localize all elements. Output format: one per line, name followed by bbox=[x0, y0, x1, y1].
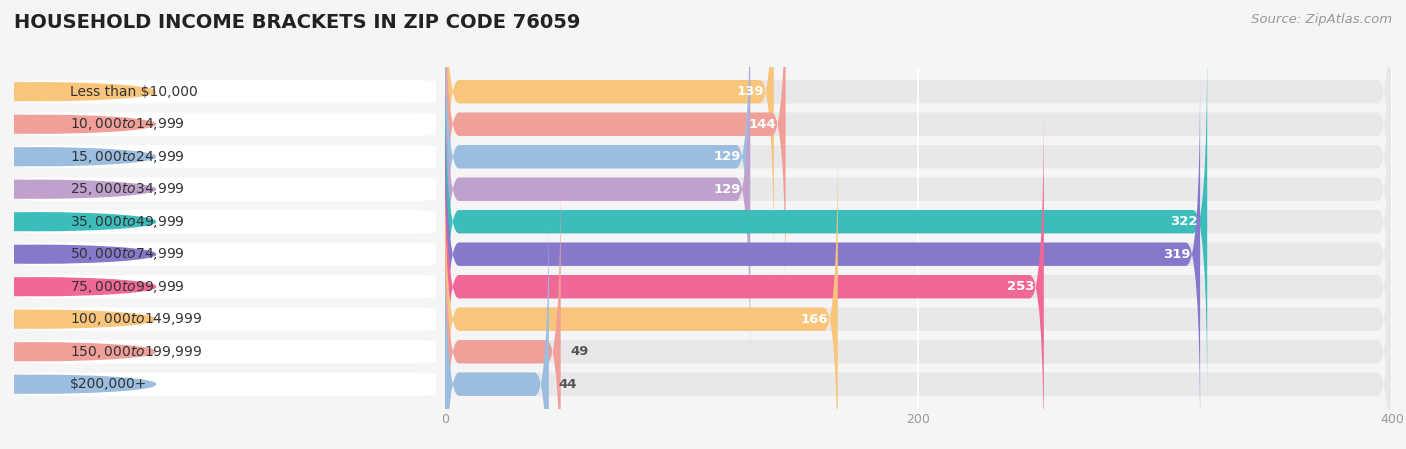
Text: 129: 129 bbox=[713, 183, 741, 196]
Text: Source: ZipAtlas.com: Source: ZipAtlas.com bbox=[1251, 13, 1392, 26]
Text: 49: 49 bbox=[571, 345, 589, 358]
FancyBboxPatch shape bbox=[22, 275, 436, 299]
FancyBboxPatch shape bbox=[444, 6, 751, 373]
Text: $50,000 to $74,999: $50,000 to $74,999 bbox=[70, 246, 184, 262]
Circle shape bbox=[0, 343, 156, 361]
Circle shape bbox=[0, 245, 156, 263]
FancyBboxPatch shape bbox=[22, 177, 436, 201]
FancyBboxPatch shape bbox=[444, 39, 1392, 405]
Text: $75,000 to $99,999: $75,000 to $99,999 bbox=[70, 279, 184, 295]
Circle shape bbox=[0, 83, 156, 101]
FancyBboxPatch shape bbox=[444, 136, 1392, 449]
FancyBboxPatch shape bbox=[444, 136, 838, 449]
Circle shape bbox=[0, 278, 156, 295]
Text: $25,000 to $34,999: $25,000 to $34,999 bbox=[70, 181, 184, 197]
FancyBboxPatch shape bbox=[444, 71, 1392, 437]
Text: $10,000 to $14,999: $10,000 to $14,999 bbox=[70, 116, 184, 132]
Text: 144: 144 bbox=[748, 118, 776, 131]
Text: 166: 166 bbox=[800, 313, 828, 326]
FancyBboxPatch shape bbox=[22, 210, 436, 233]
Text: $150,000 to $199,999: $150,000 to $199,999 bbox=[70, 344, 202, 360]
FancyBboxPatch shape bbox=[444, 168, 1392, 449]
Text: Less than $10,000: Less than $10,000 bbox=[70, 85, 198, 99]
FancyBboxPatch shape bbox=[22, 113, 436, 136]
Text: $100,000 to $149,999: $100,000 to $149,999 bbox=[70, 311, 202, 327]
FancyBboxPatch shape bbox=[444, 0, 1392, 308]
Text: $15,000 to $24,999: $15,000 to $24,999 bbox=[70, 149, 184, 165]
Text: 44: 44 bbox=[558, 378, 576, 391]
Circle shape bbox=[0, 115, 156, 133]
Text: $200,000+: $200,000+ bbox=[70, 377, 148, 391]
FancyBboxPatch shape bbox=[22, 373, 436, 396]
Text: 319: 319 bbox=[1163, 248, 1191, 261]
FancyBboxPatch shape bbox=[444, 0, 751, 340]
Circle shape bbox=[0, 375, 156, 393]
FancyBboxPatch shape bbox=[444, 0, 773, 275]
Text: HOUSEHOLD INCOME BRACKETS IN ZIP CODE 76059: HOUSEHOLD INCOME BRACKETS IN ZIP CODE 76… bbox=[14, 13, 581, 32]
Circle shape bbox=[0, 213, 156, 231]
FancyBboxPatch shape bbox=[444, 39, 1208, 405]
Circle shape bbox=[0, 310, 156, 328]
FancyBboxPatch shape bbox=[444, 103, 1392, 449]
FancyBboxPatch shape bbox=[22, 80, 436, 103]
FancyBboxPatch shape bbox=[444, 0, 1392, 340]
FancyBboxPatch shape bbox=[444, 168, 561, 449]
Text: $35,000 to $49,999: $35,000 to $49,999 bbox=[70, 214, 184, 230]
Text: 253: 253 bbox=[1007, 280, 1035, 293]
FancyBboxPatch shape bbox=[22, 340, 436, 363]
FancyBboxPatch shape bbox=[444, 0, 786, 308]
Circle shape bbox=[0, 180, 156, 198]
FancyBboxPatch shape bbox=[444, 0, 1392, 275]
Circle shape bbox=[0, 148, 156, 166]
FancyBboxPatch shape bbox=[444, 71, 1201, 437]
FancyBboxPatch shape bbox=[444, 103, 1043, 449]
Text: 139: 139 bbox=[737, 85, 765, 98]
Text: 322: 322 bbox=[1170, 215, 1198, 228]
FancyBboxPatch shape bbox=[22, 145, 436, 168]
Text: 129: 129 bbox=[713, 150, 741, 163]
FancyBboxPatch shape bbox=[22, 242, 436, 266]
FancyBboxPatch shape bbox=[444, 201, 548, 449]
FancyBboxPatch shape bbox=[444, 201, 1392, 449]
FancyBboxPatch shape bbox=[444, 6, 1392, 373]
FancyBboxPatch shape bbox=[22, 308, 436, 331]
